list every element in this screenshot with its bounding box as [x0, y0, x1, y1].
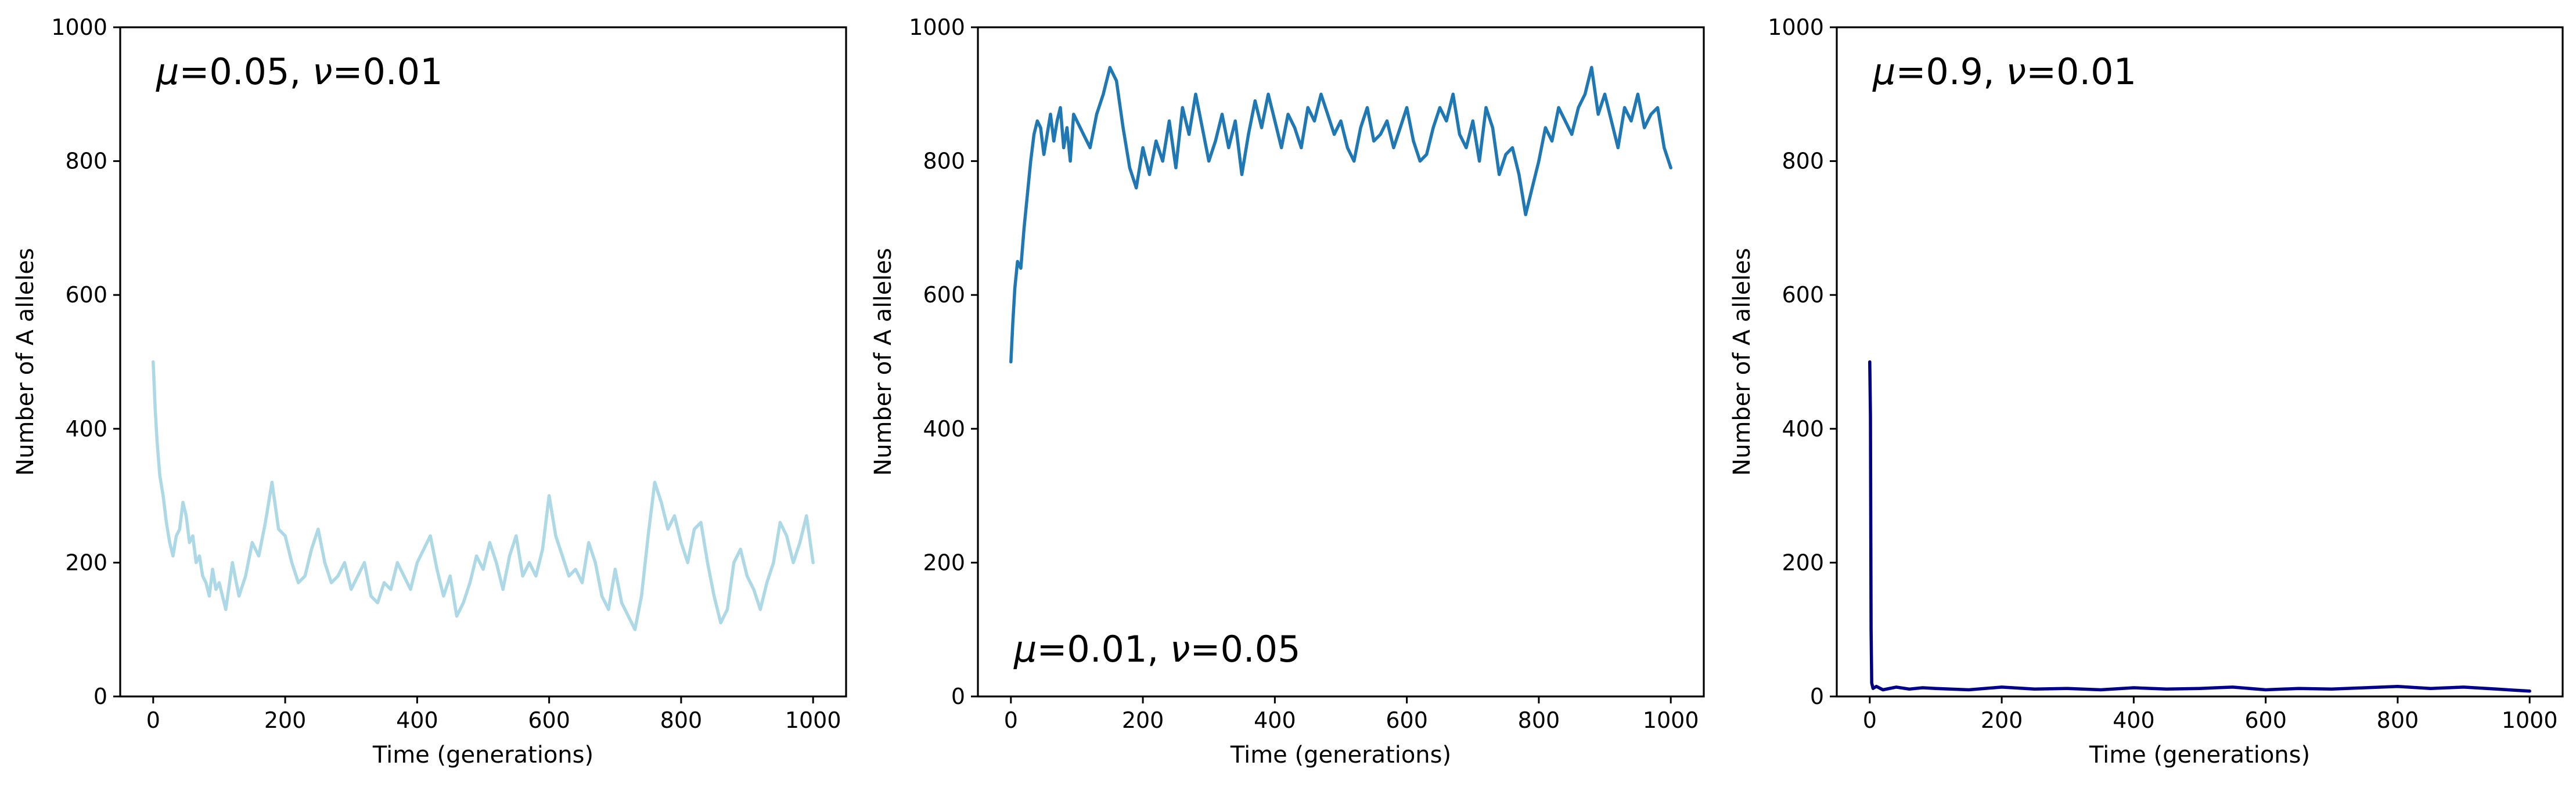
- x-axis-label: Time (generations): [1230, 742, 1451, 768]
- y-tick-label: 400: [65, 416, 107, 442]
- y-tick-label: 200: [65, 550, 107, 575]
- series-line-1-1: [152, 360, 815, 631]
- x-axis-label: Time (generations): [372, 742, 593, 768]
- x-tick-label: 200: [1122, 707, 1164, 733]
- y-tick-label: 1000: [909, 15, 965, 40]
- parameter-annotation: μ=0.9, ν=0.01: [1872, 50, 2136, 93]
- y-axis-label: Number of A alleles: [12, 248, 39, 476]
- parameter-annotation: μ=0.05, ν=0.01: [156, 50, 443, 93]
- chart-panel-2: 0 200 400 600 800 1000 0 200 400 600 800 1000 Time (…: [870, 15, 1705, 768]
- chart-panel-1: 0 200 400 600 800 1000 0 200 400 600 800 1000 Time (…: [12, 15, 847, 768]
- y-tick-label: 400: [1782, 416, 1824, 442]
- x-tick-label: 600: [528, 707, 570, 733]
- plot-frame: [977, 26, 1705, 698]
- y-tick-label: 0: [1810, 684, 1824, 709]
- x-tick-label: 400: [2113, 707, 2155, 733]
- x-tick-label: 600: [2244, 707, 2287, 733]
- y-tick-label: 1000: [1768, 15, 1824, 40]
- x-tick-label: 1000: [785, 707, 841, 733]
- x-tick-label: 400: [396, 707, 438, 733]
- x-tick-label: 0: [1863, 707, 1877, 733]
- x-tick-label: 600: [1386, 707, 1428, 733]
- x-tick-label: 200: [1981, 707, 2023, 733]
- y-tick-label: 200: [923, 550, 965, 575]
- parameter-annotation: μ=0.01, ν=0.05: [1013, 628, 1301, 670]
- y-tick-label: 800: [65, 149, 107, 174]
- y-tick-label: 400: [923, 416, 965, 442]
- chart-panels: 0 200 400 600 800 1000 0 200 400 600 800 1000 Time (…: [12, 15, 2564, 768]
- y-axis-label: Number of A alleles: [1729, 248, 1755, 476]
- series-line-2-1: [1009, 66, 1672, 364]
- x-tick-label: 0: [1004, 707, 1018, 733]
- y-tick-label: 800: [1782, 149, 1824, 174]
- plot-frame: [1836, 26, 2564, 698]
- y-tick-label: 600: [65, 282, 107, 308]
- x-tick-label: 800: [660, 707, 703, 733]
- x-tick-label: 400: [1254, 707, 1296, 733]
- y-tick-label: 800: [923, 149, 965, 174]
- x-tick-label: 1000: [2502, 707, 2558, 733]
- x-tick-label: 200: [264, 707, 307, 733]
- y-tick-label: 600: [923, 282, 965, 308]
- y-axis-label: Number of A alleles: [870, 248, 897, 476]
- y-tick-label: 0: [93, 684, 107, 709]
- y-tick-label: 600: [1782, 282, 1824, 308]
- x-tick-label: 800: [2377, 707, 2419, 733]
- x-tick-label: 800: [1518, 707, 1560, 733]
- y-tick-label: 0: [951, 684, 965, 709]
- y-tick-label: 200: [1782, 550, 1824, 575]
- y-tick-label: 1000: [51, 15, 107, 40]
- plot-frame: [119, 26, 847, 698]
- x-axis-label: Time (generations): [2089, 742, 2310, 768]
- series-line-3-1: [1868, 360, 2531, 693]
- x-tick-label: 1000: [1643, 707, 1699, 733]
- chart-panel-3: 0 200 400 600 800 1000 0 200 400 600 800 1000 Time (…: [1729, 15, 2564, 768]
- x-tick-label: 0: [146, 707, 160, 733]
